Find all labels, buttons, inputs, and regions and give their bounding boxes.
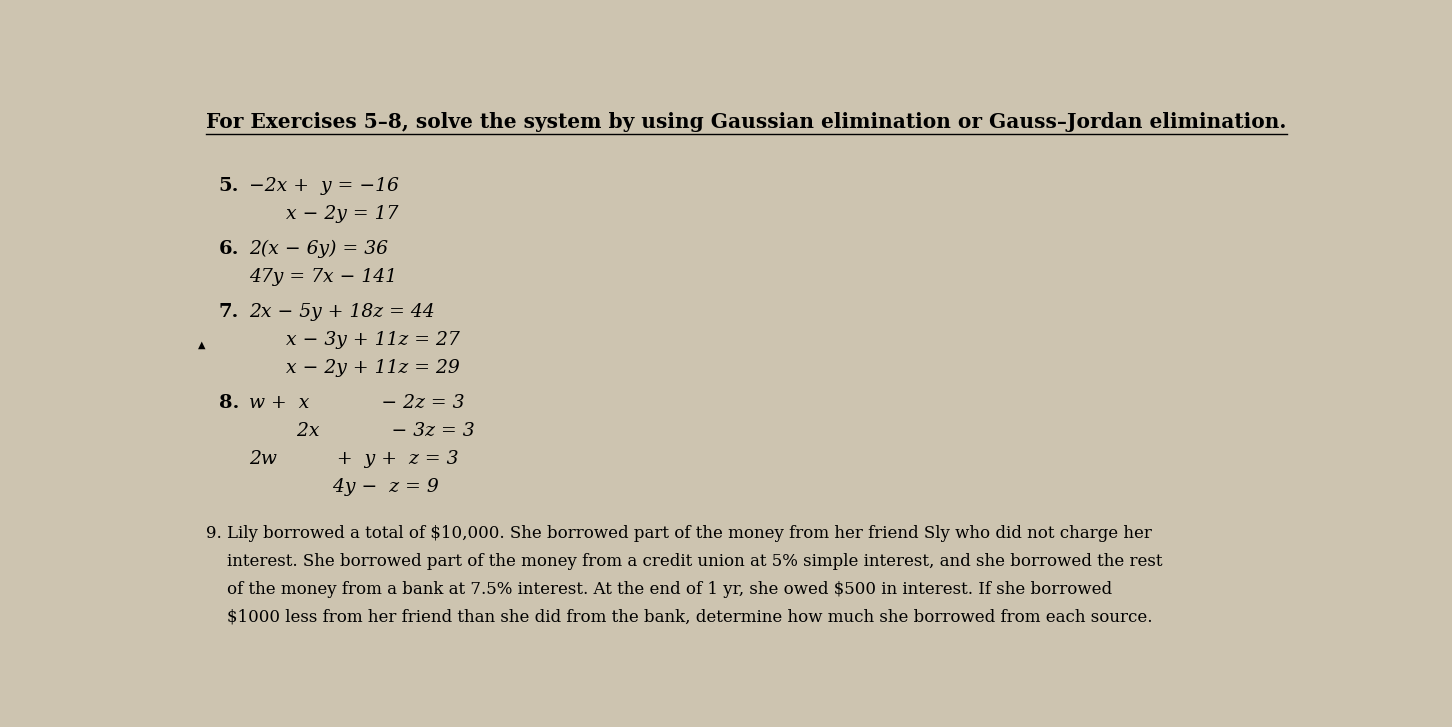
Text: 4y −  z = 9: 4y − z = 9 — [250, 478, 439, 496]
Text: 2w          +  y +  z = 3: 2w + y + z = 3 — [250, 450, 459, 468]
Text: 2x − 5y + 18z = 44: 2x − 5y + 18z = 44 — [250, 303, 434, 321]
Text: 5.: 5. — [219, 177, 240, 195]
Text: 47y = 7x − 141: 47y = 7x − 141 — [250, 268, 396, 286]
Text: $1000 less from her friend than she did from the bank, determine how much she bo: $1000 less from her friend than she did … — [206, 609, 1153, 626]
Text: 2(x − 6y) = 36: 2(x − 6y) = 36 — [250, 240, 388, 258]
Text: For Exercises 5–8, solve the system by using Gaussian elimination or Gauss–Jorda: For Exercises 5–8, solve the system by u… — [206, 113, 1286, 132]
Text: ▲: ▲ — [197, 340, 206, 350]
Text: x − 2y + 11z = 29: x − 2y + 11z = 29 — [286, 359, 460, 377]
Text: 6.: 6. — [219, 240, 240, 258]
Text: x − 2y = 17: x − 2y = 17 — [286, 205, 398, 222]
Text: −2x +  y = −16: −2x + y = −16 — [250, 177, 399, 195]
Text: 8.: 8. — [219, 394, 240, 412]
Text: of the money from a bank at 7.5% interest. At the end of 1 yr, she owed $500 in : of the money from a bank at 7.5% interes… — [206, 581, 1112, 598]
Text: 7.: 7. — [219, 303, 240, 321]
Text: x − 3y + 11z = 27: x − 3y + 11z = 27 — [286, 332, 460, 349]
Text: 9. Lily borrowed a total of $10,000. She borrowed part of the money from her fri: 9. Lily borrowed a total of $10,000. She… — [206, 525, 1151, 542]
Text: interest. She borrowed part of the money from a credit union at 5% simple intere: interest. She borrowed part of the money… — [206, 553, 1163, 570]
Text: 2x            − 3z = 3: 2x − 3z = 3 — [250, 422, 475, 440]
Text: w +  x            − 2z = 3: w + x − 2z = 3 — [250, 394, 465, 412]
